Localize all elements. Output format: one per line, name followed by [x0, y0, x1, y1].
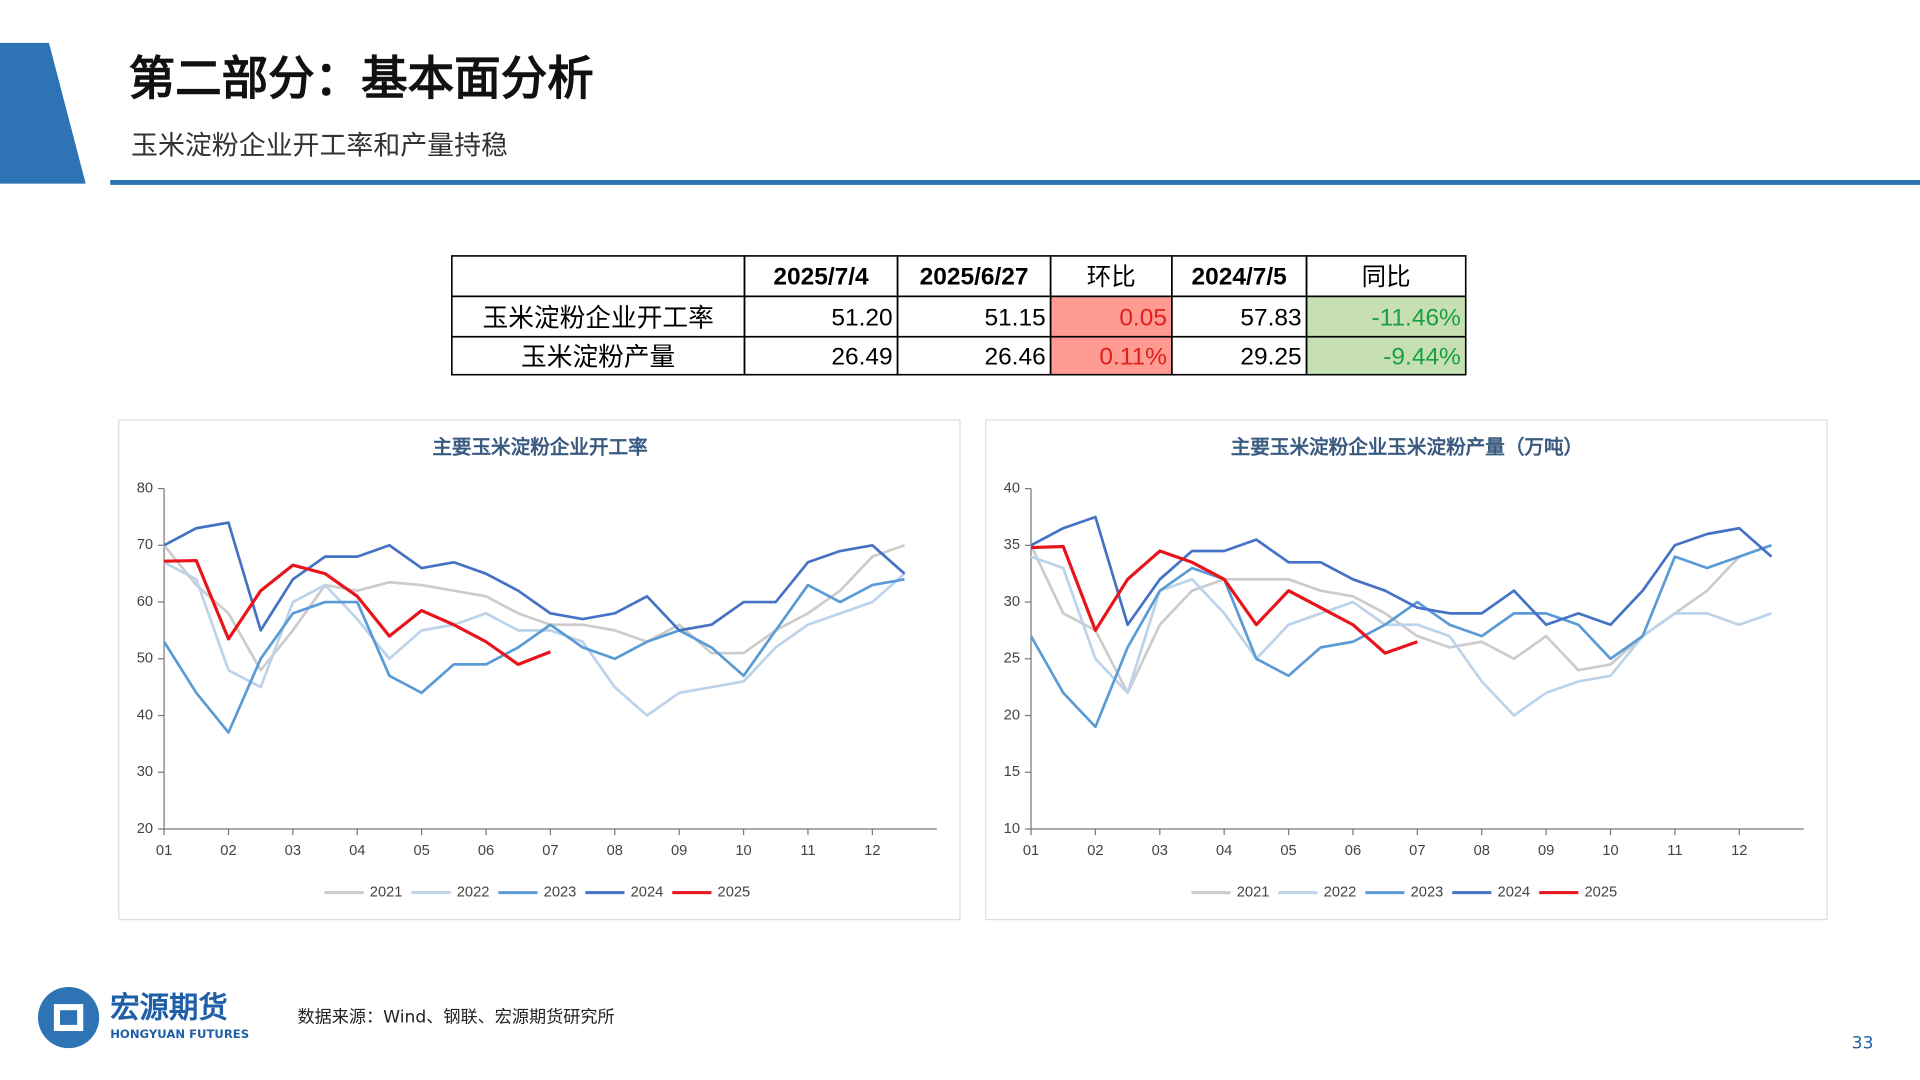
row-label: 玉米淀粉企业开工率 — [482, 303, 713, 333]
x-tick-label: 04 — [1216, 843, 1232, 859]
series-line — [1030, 544, 1418, 655]
title: 第二部分：基本面分析 — [129, 52, 594, 106]
series-line — [163, 543, 905, 672]
x-tick-label: 03 — [285, 843, 301, 859]
x-tick-label: 07 — [542, 843, 558, 859]
legend-label: 2021 — [1237, 885, 1270, 901]
legend-label: 2023 — [544, 885, 577, 901]
x-tick-label: 11 — [800, 843, 815, 859]
table-cell — [1305, 335, 1467, 376]
table-value: 26.46 — [984, 344, 1045, 371]
legend-label: 2022 — [457, 885, 490, 901]
y-tick-label: 30 — [1004, 594, 1020, 610]
table-value: -9.44% — [1383, 344, 1461, 371]
chart-frame — [118, 419, 961, 921]
y-tick-label: 30 — [137, 764, 153, 780]
table-value: -11.46% — [1371, 304, 1460, 331]
x-tick-label: 02 — [1087, 843, 1103, 859]
legend-label: 2021 — [370, 885, 403, 901]
column-header: 2024/7/5 — [1192, 263, 1287, 290]
column-header: 环比 — [1087, 262, 1136, 291]
logo-en: HONGYUAN FUTURES — [110, 1027, 249, 1041]
x-tick-label: 01 — [156, 843, 172, 859]
x-tick-label: 07 — [1409, 843, 1425, 859]
row-label: 玉米淀粉产量 — [521, 343, 675, 373]
column-header: 同比 — [1362, 262, 1411, 291]
series-line — [1030, 555, 1772, 717]
chart-title: 主要玉米淀粉企业玉米淀粉产量（万吨） — [1231, 436, 1583, 459]
yoy-fill — [1306, 296, 1466, 375]
table-value: 51.15 — [984, 304, 1045, 331]
y-tick-label: 40 — [137, 707, 153, 723]
table-value: 57.83 — [1240, 304, 1301, 331]
legend-label: 2025 — [718, 885, 751, 901]
table-value: 0.05 — [1119, 304, 1167, 331]
y-tick-label: 60 — [137, 594, 153, 610]
x-tick-label: 10 — [735, 843, 751, 859]
y-tick-label: 40 — [1004, 480, 1020, 496]
source-note: 数据来源：Wind、钢联、宏源期货研究所 — [298, 1008, 615, 1028]
x-tick-label: 02 — [220, 843, 236, 859]
y-tick-label: 20 — [1004, 707, 1020, 723]
x-tick-label: 08 — [1474, 843, 1490, 859]
x-tick-label: 12 — [864, 843, 880, 859]
column-header: 2025/6/27 — [920, 263, 1029, 290]
logo — [37, 986, 100, 1049]
x-tick-label: 03 — [1152, 843, 1168, 859]
series-line — [1029, 543, 1772, 729]
table-value: 0.11% — [1099, 344, 1167, 371]
y-tick-label: 70 — [137, 537, 153, 553]
legend-label: 2024 — [631, 885, 664, 901]
x-tick-label: 06 — [1345, 843, 1361, 859]
header-rule — [110, 180, 1920, 185]
y-tick-label: 80 — [137, 480, 153, 496]
y-tick-label: 20 — [137, 821, 153, 837]
subtitle: 玉米淀粉企业开工率和产量持稳 — [131, 130, 508, 161]
legend-label: 2023 — [1411, 885, 1444, 901]
table-value: 51.20 — [831, 304, 892, 331]
x-tick-label: 04 — [349, 843, 365, 859]
x-tick-label: 08 — [607, 843, 623, 859]
chart-title: 主要玉米淀粉企业开工率 — [432, 436, 647, 459]
x-tick-label: 09 — [671, 843, 687, 859]
x-tick-label: 12 — [1731, 843, 1747, 859]
x-tick-label: 06 — [478, 843, 494, 859]
x-tick-label: 05 — [413, 843, 429, 859]
header-accent — [0, 42, 86, 184]
page-number: 33 — [1852, 1033, 1874, 1053]
y-tick-label: 10 — [1004, 821, 1020, 837]
series-line — [164, 558, 551, 666]
y-tick-label: 25 — [1004, 651, 1020, 667]
y-tick-label: 35 — [1004, 537, 1020, 553]
chart-frame — [985, 419, 1828, 921]
table-value: 26.49 — [831, 344, 892, 371]
legend-label: 2024 — [1498, 885, 1531, 901]
logo-mark-core — [60, 1010, 78, 1025]
x-tick-label: 01 — [1023, 843, 1039, 859]
series-line — [162, 577, 905, 734]
legend-label: 2022 — [1324, 885, 1357, 901]
x-tick-label: 11 — [1667, 843, 1682, 859]
y-tick-label: 15 — [1004, 764, 1020, 780]
y-tick-label: 50 — [137, 651, 153, 667]
x-tick-label: 09 — [1538, 843, 1554, 859]
table-value: 29.25 — [1240, 344, 1301, 371]
series-line — [163, 521, 906, 632]
series-line — [163, 561, 906, 717]
logo-text: 宏源期货 — [110, 990, 228, 1024]
table-cell — [451, 255, 746, 298]
mom-fill — [1050, 296, 1172, 375]
column-header: 2025/7/4 — [773, 263, 869, 290]
x-tick-label: 05 — [1280, 843, 1296, 859]
series-line — [1030, 515, 1773, 627]
legend-label: 2025 — [1584, 885, 1617, 901]
x-tick-label: 10 — [1602, 843, 1618, 859]
